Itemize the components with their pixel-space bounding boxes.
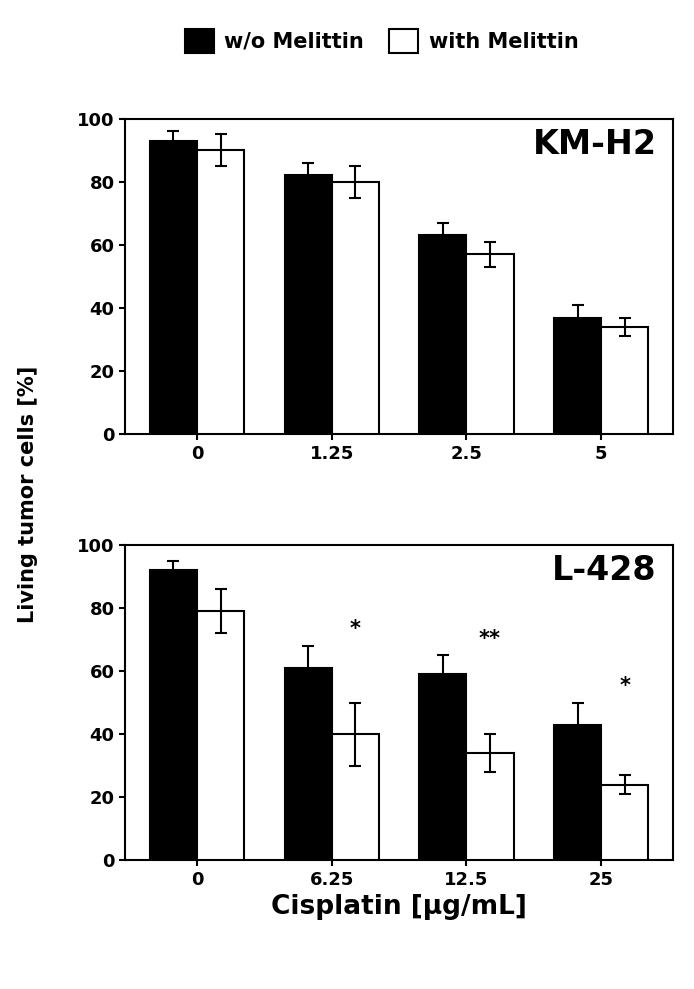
- Bar: [285, 175, 332, 434]
- Text: **: **: [479, 629, 501, 649]
- Bar: [150, 570, 197, 860]
- Bar: [419, 674, 466, 860]
- Bar: [197, 611, 244, 860]
- Bar: [150, 140, 197, 434]
- Bar: [419, 235, 466, 434]
- Text: L-428: L-428: [552, 554, 657, 587]
- Bar: [197, 150, 244, 434]
- Text: KM-H2: KM-H2: [533, 129, 657, 161]
- Text: *: *: [350, 619, 361, 640]
- Bar: [466, 753, 514, 860]
- Bar: [554, 317, 601, 434]
- Text: *: *: [619, 676, 630, 696]
- Text: Living tumor cells [%]: Living tumor cells [%]: [18, 366, 37, 623]
- Bar: [601, 327, 648, 434]
- Bar: [601, 784, 648, 860]
- Bar: [285, 668, 332, 860]
- Bar: [466, 254, 514, 434]
- X-axis label: Cisplatin [µg/mL]: Cisplatin [µg/mL]: [271, 894, 527, 921]
- Legend: w/o Melittin, with Melittin: w/o Melittin, with Melittin: [176, 21, 587, 61]
- Bar: [554, 725, 601, 860]
- Bar: [332, 734, 379, 860]
- Bar: [332, 182, 379, 434]
